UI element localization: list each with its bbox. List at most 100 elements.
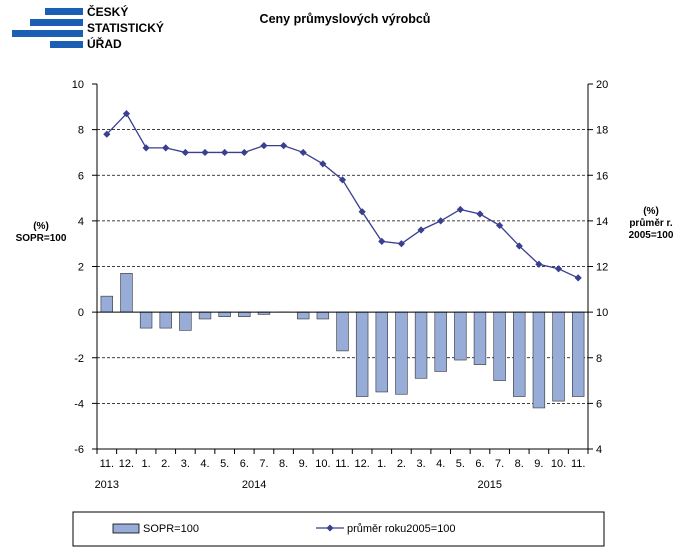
csu-logo: ČESKÝ STATISTICKÝ ÚŘAD	[12, 4, 164, 51]
line-point	[417, 226, 425, 234]
line-point	[358, 208, 366, 216]
bar	[375, 311, 388, 393]
bar	[336, 311, 349, 352]
labels-layer: -6 -4 -2 0 2 4 6 8 10 4 6 8 10 12 14 16 18 20 11. 12. 1. 2. 3.…	[72, 79, 609, 491]
line-point	[201, 148, 209, 157]
y-left-tick-label: -2	[74, 353, 84, 365]
logo-line-2: STATISTICKÝ	[87, 20, 164, 35]
x-tick-label: 10.	[551, 458, 566, 470]
legend-line-label: průměr roku2005=100	[347, 523, 456, 535]
x-tick-label: 12.	[354, 458, 369, 470]
logo-bar-2	[30, 19, 83, 26]
bar	[159, 311, 172, 329]
y-right-tick-label: 16	[596, 170, 608, 182]
bar	[355, 311, 369, 397]
bar	[297, 311, 310, 320]
bar	[493, 311, 506, 381]
line-point	[299, 148, 307, 157]
bar	[414, 311, 428, 379]
bar	[218, 311, 231, 317]
x-tick-label: 5.	[220, 458, 229, 470]
x-tick-label: 7.	[495, 458, 504, 470]
y-right-tick-label: 12	[596, 262, 608, 274]
logo-bar-4	[50, 41, 83, 48]
bar	[139, 311, 153, 329]
y-left-tick-label: -6	[74, 444, 84, 456]
x-tick-label: 6.	[240, 458, 249, 470]
line-layer	[103, 110, 582, 282]
chart-title: Ceny průmyslových výrobců	[260, 12, 431, 26]
x-tick-label: 11.	[100, 458, 114, 470]
y-left-tick-label: 4	[78, 216, 84, 228]
line-point	[437, 217, 445, 225]
x-tick-label: 1.	[142, 458, 151, 470]
x-tick-label: 12.	[119, 458, 134, 470]
y-right-tick-label: 18	[596, 125, 608, 137]
line-point	[496, 221, 504, 230]
x-tick-label: 11.	[571, 458, 585, 470]
x-tick-label: 3.	[416, 458, 425, 470]
y-left-tick-label: 2	[78, 262, 84, 274]
line-point	[122, 110, 131, 118]
bar	[552, 311, 565, 402]
year-label: 2015	[478, 479, 502, 491]
bar	[571, 311, 585, 397]
y-right-tick-label: 4	[596, 444, 602, 456]
x-tick-label: 4.	[200, 458, 209, 470]
y-right-label-line-2: průměr r.	[629, 217, 673, 229]
bar	[316, 311, 330, 320]
x-tick-label: 6.	[475, 458, 484, 470]
y-left-tick-label: 10	[72, 79, 84, 91]
x-tick-label: 1.	[377, 458, 386, 470]
x-tick-label: 3.	[181, 458, 190, 470]
logo-line-3: ÚŘAD	[87, 36, 122, 51]
x-tick-label: 2.	[161, 458, 170, 470]
logo-bar-1	[45, 8, 83, 15]
legend-bar-swatch	[112, 523, 140, 534]
legend-box	[72, 511, 605, 547]
x-tick-label: 9.	[534, 458, 543, 470]
x-tick-label: 10.	[315, 458, 330, 470]
line-point	[476, 210, 484, 218]
year-label: 2014	[242, 479, 266, 491]
y-right-tick-label: 6	[596, 398, 602, 410]
y-left-label-line-1: (%)	[33, 221, 49, 232]
line-point	[162, 144, 170, 152]
bar	[473, 311, 487, 365]
x-tick-label: 4.	[436, 458, 445, 470]
legend-line-marker	[326, 524, 334, 532]
y-right-tick-label: 20	[596, 79, 608, 91]
logo-bar-3	[12, 30, 83, 37]
line-point	[142, 144, 150, 152]
y-left-tick-label: -4	[74, 398, 84, 410]
bar	[454, 311, 467, 361]
bar	[198, 311, 212, 320]
x-tick-label: 11.	[335, 458, 349, 470]
line-point	[378, 237, 386, 246]
bar	[100, 295, 114, 313]
y-left-tick-label: 6	[78, 170, 84, 182]
line-point	[456, 205, 464, 214]
legend-bar-label: SOPR=100	[143, 523, 199, 535]
legend: SOPR=100 průměr roku2005=100	[72, 511, 605, 547]
y-left-label-line-2: SOPR=100	[16, 233, 67, 244]
line-point	[554, 265, 563, 273]
y-right-label-line-3: 2005=100	[629, 230, 674, 241]
bars-layer	[100, 273, 585, 409]
line-point	[240, 148, 248, 157]
y-right-tick-label: 14	[596, 216, 608, 228]
bar	[179, 311, 192, 331]
line-point	[260, 141, 268, 150]
y-left-tick-label: 0	[78, 307, 84, 319]
line-point	[338, 176, 347, 184]
y-right-label-line-1: (%)	[643, 206, 659, 217]
line-point	[221, 148, 229, 157]
y-right-tick-label: 8	[596, 353, 602, 365]
x-tick-label: 8.	[279, 458, 288, 470]
x-tick-label: 9.	[299, 458, 308, 470]
bar	[532, 311, 546, 409]
line-point	[397, 240, 406, 248]
x-tick-label: 2.	[397, 458, 406, 470]
grid-layer	[97, 129, 588, 404]
